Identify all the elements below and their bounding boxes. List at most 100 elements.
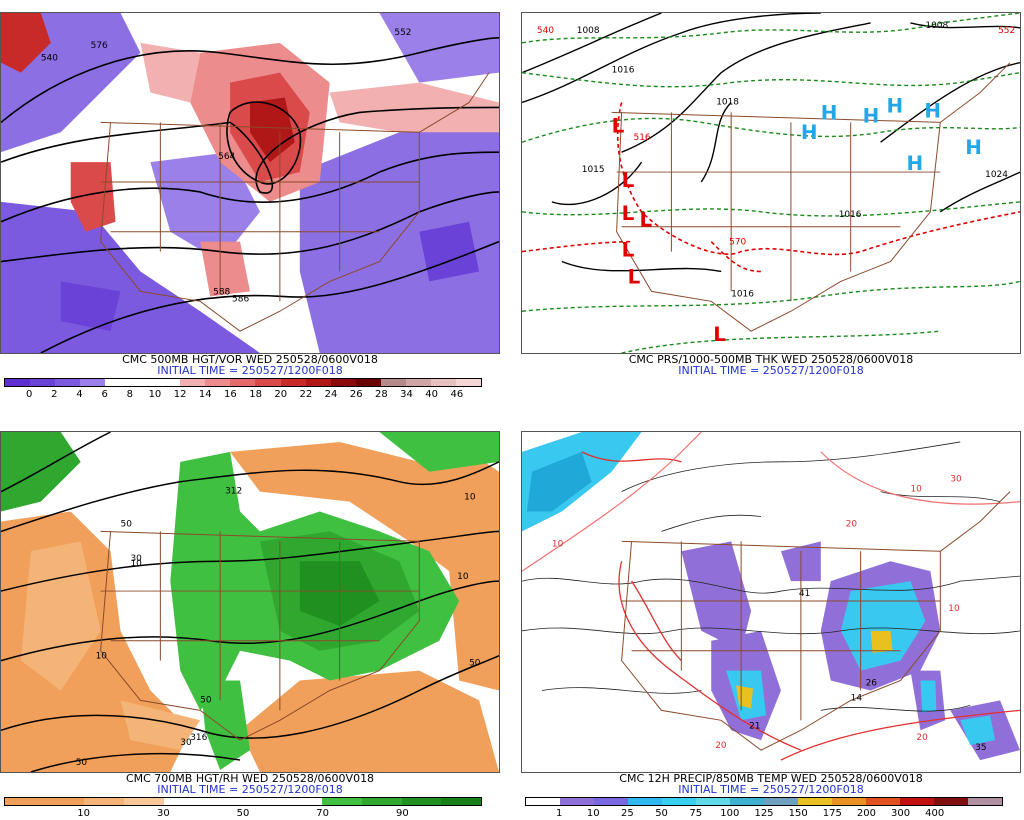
color-bar-swatch <box>866 798 900 805</box>
color-bar-tick: 30 <box>156 808 170 819</box>
map-label: 1016 <box>731 289 754 299</box>
low-pressure-label: L <box>612 114 625 137</box>
panel-pressure-thickness: H H H H H H H L L L L L L L 540 1008 101… <box>521 0 1021 400</box>
color-bar-tick: 25 <box>621 808 634 819</box>
high-pressure-label: H <box>863 104 880 127</box>
color-bar-tick: 75 <box>689 808 703 819</box>
color-bar-tick: 150 <box>788 808 808 819</box>
color-bar-tick: 26 <box>349 389 363 400</box>
map-label: 14 <box>851 693 863 703</box>
color-bar-swatch <box>526 798 560 805</box>
color-bar-tick: 34 <box>400 389 413 400</box>
vorticity-map: 564 576 540 552 588 586 <box>0 12 500 354</box>
low-pressure-label: L <box>640 209 653 232</box>
color-bar-tick: 1 <box>555 808 563 819</box>
color-bar-tick: 10 <box>77 808 91 819</box>
map-label: 586 <box>232 294 249 304</box>
map-label: 1016 <box>839 210 862 220</box>
map-label: 312 <box>225 487 242 497</box>
map-label: 10 <box>910 485 922 495</box>
color-bar-tick: 50 <box>655 808 668 819</box>
color-bar-swatch <box>130 379 156 386</box>
color-bar-tick: 14 <box>198 389 212 400</box>
map-label: 50 <box>469 659 481 669</box>
color-bar-swatch <box>203 798 244 805</box>
color-bar-swatch <box>401 798 442 805</box>
color-bar-swatch <box>230 379 256 386</box>
color-bar-swatch <box>255 379 281 386</box>
high-pressure-label: H <box>821 101 838 124</box>
color-bar-swatch <box>282 798 323 805</box>
color-bar-tick: 50 <box>236 808 250 819</box>
color-bar-tick: 175 <box>822 808 842 819</box>
map-label: 576 <box>91 41 108 51</box>
color-bar-swatch <box>628 798 662 805</box>
panel-caption: CMC 12H PRECIP/850MB TEMP WED 250528/060… <box>619 772 923 785</box>
color-bar-tick: 6 <box>101 389 108 400</box>
map-label: 316 <box>190 733 207 743</box>
map-label: 1008 <box>577 26 600 36</box>
map-label: 10 <box>948 604 960 614</box>
color-bar-swatch <box>455 379 481 386</box>
map-label: 1016 <box>612 66 635 76</box>
map-label: 10 <box>130 559 142 569</box>
low-pressure-label: L <box>622 239 635 262</box>
color-bar-swatch <box>280 379 306 386</box>
color-bar-swatch <box>5 379 31 386</box>
color-bar-tick: 300 <box>891 808 911 819</box>
color-bar-swatch <box>662 798 696 805</box>
color-bar-tick: 46 <box>450 389 464 400</box>
initial-time: INITIAL TIME = 250527/1200F018 <box>678 783 864 796</box>
color-bar-swatch <box>44 798 85 805</box>
map-label: 26 <box>866 679 878 689</box>
color-bar-tick: 400 <box>925 808 945 819</box>
color-bar-swatch <box>80 379 106 386</box>
panel-700mb-rh: 10 50 30 312 50 10 30 316 10 50 50 10 CM… <box>0 419 500 819</box>
color-bar <box>525 797 1003 806</box>
color-bar-swatch <box>30 379 56 386</box>
color-bar-swatch <box>730 798 764 805</box>
map-label: 10 <box>457 572 469 582</box>
color-bar-swatch <box>124 798 164 805</box>
color-bar-swatch <box>84 798 125 805</box>
color-bar-tick: 28 <box>374 389 388 400</box>
color-bar-swatch <box>362 798 402 805</box>
color-bar-swatch <box>764 798 798 805</box>
low-pressure-label: L <box>628 265 641 288</box>
color-bar-tick: 4 <box>76 389 83 400</box>
color-bar-tick: 2 <box>51 389 58 400</box>
map-label: 50 <box>121 519 133 529</box>
color-bar-ticks: 0 2 4 6 8 10 12 14 16 18 20 22 24 26 28 34 40 46 <box>4 389 482 401</box>
color-bar-swatch <box>560 798 594 805</box>
color-bar-tick: 8 <box>126 389 133 400</box>
color-bar-tick: 90 <box>395 808 409 819</box>
map-label: 10 <box>552 539 564 549</box>
color-bar-swatch <box>696 798 730 805</box>
color-bar-tick: 16 <box>224 389 237 400</box>
high-pressure-label: H <box>924 99 941 122</box>
color-bar-swatch <box>105 379 131 386</box>
panel-precip-850mb-temp: 10 20 10 30 20 10 41 26 14 21 35 20 CMC … <box>521 419 1021 819</box>
color-bar-ticks: 1 10 25 50 75 100 125 150 175 200 300 400 <box>525 808 1003 820</box>
map-label: 21 <box>749 721 760 731</box>
color-bar-swatch <box>322 798 363 805</box>
color-bar-tick: 12 <box>173 389 187 400</box>
map-label: 540 <box>537 26 554 36</box>
high-pressure-label: H <box>906 152 923 175</box>
map-label: 20 <box>846 519 858 529</box>
map-label: 41 <box>799 589 810 599</box>
low-pressure-label: L <box>713 323 726 346</box>
color-bar-swatch <box>430 379 456 386</box>
color-bar-swatch <box>832 798 866 805</box>
precip-map: 10 20 10 30 20 10 41 26 14 21 35 20 <box>521 431 1021 773</box>
color-bar-swatch <box>5 798 45 805</box>
color-bar-tick: 10 <box>586 808 600 819</box>
color-bar-swatch <box>55 379 81 386</box>
map-label: 20 <box>916 733 928 743</box>
map-label: 552 <box>998 26 1015 36</box>
low-pressure-label: L <box>622 169 635 192</box>
map-label: 570 <box>729 238 746 248</box>
color-bar-tick: 24 <box>324 389 338 400</box>
color-bar <box>4 797 482 806</box>
map-label: 50 <box>76 758 88 768</box>
